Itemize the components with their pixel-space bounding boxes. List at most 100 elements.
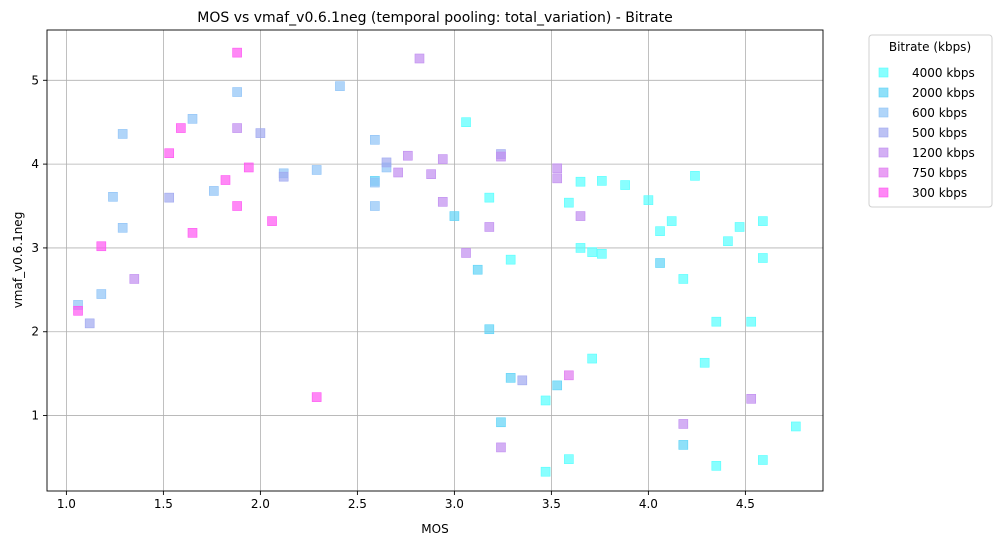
- data-point: [655, 258, 665, 268]
- x-tick-label: 4.5: [736, 497, 755, 511]
- data-point: [758, 455, 768, 465]
- data-point: [564, 197, 574, 208]
- legend-swatch: [878, 127, 889, 138]
- y-tick-label: 3: [31, 241, 39, 255]
- data-point: [643, 195, 654, 205]
- data-point: [220, 175, 231, 185]
- series-group: [564, 370, 574, 381]
- legend-label: 750 kbps: [912, 166, 967, 180]
- data-point: [678, 274, 689, 284]
- x-axis-ticks: 1.0 1.5 2.0 2.5 3.0 3.5 4.0 4.5: [57, 491, 755, 511]
- data-point: [164, 192, 175, 203]
- data-point: [381, 157, 392, 168]
- data-point: [414, 53, 425, 64]
- legend-label: 2000 kbps: [912, 86, 975, 100]
- data-point: [73, 305, 83, 316]
- legend-label: 600 kbps: [912, 106, 967, 120]
- legend-title: Bitrate (kbps): [889, 40, 971, 54]
- legend-swatch: [878, 167, 889, 178]
- data-point: [758, 216, 768, 226]
- data-point: [597, 248, 607, 259]
- y-tick-label: 2: [31, 325, 39, 339]
- data-point: [187, 228, 198, 238]
- data-point: [587, 353, 597, 364]
- data-point: [426, 169, 436, 179]
- x-axis-label: MOS: [421, 522, 448, 536]
- data-point: [575, 243, 586, 253]
- data-point: [243, 162, 254, 173]
- series-group: [73, 81, 392, 310]
- data-point: [746, 316, 757, 327]
- data-point: [711, 461, 722, 471]
- data-point: [232, 47, 242, 58]
- data-point: [666, 216, 677, 226]
- chart-title: MOS vs vmaf_v0.6.1neg (temporal pooling:…: [197, 10, 672, 26]
- data-point: [311, 165, 322, 175]
- data-point: [484, 222, 495, 232]
- legend-swatch: [878, 87, 889, 98]
- legend-swatch: [878, 187, 889, 198]
- x-tick-label: 3.0: [445, 497, 464, 511]
- data-point: [232, 201, 242, 211]
- series-group: [370, 176, 689, 450]
- legend-swatch: [878, 67, 889, 78]
- data-point: [176, 123, 186, 133]
- legend-label: 300 kbps: [912, 186, 967, 200]
- data-point: [690, 171, 700, 181]
- series-group: [461, 117, 801, 477]
- data-point: [540, 466, 551, 477]
- grid-lines: [47, 30, 823, 491]
- data-point: [517, 375, 528, 386]
- x-tick-label: 1.5: [154, 497, 173, 511]
- y-axis-ticks: 1 2 3 4 5: [31, 73, 47, 423]
- data-point: [564, 454, 574, 464]
- data-point: [108, 191, 118, 202]
- data-point: [278, 171, 289, 182]
- data-point: [403, 150, 413, 161]
- data-point: [449, 211, 460, 221]
- data-point: [117, 223, 128, 233]
- data-point: [461, 117, 471, 127]
- legend-frame: [868, 34, 993, 208]
- x-tick-label: 4.0: [639, 497, 658, 511]
- data-point: [370, 177, 380, 188]
- data-point: [311, 392, 322, 402]
- data-point: [620, 180, 630, 190]
- series-group: [129, 53, 757, 453]
- data-point: [187, 114, 198, 124]
- data-point: [552, 163, 563, 174]
- data-point: [84, 318, 95, 329]
- legend-label: 1200 kbps: [912, 146, 975, 160]
- data-point: [437, 197, 448, 207]
- data-point: [496, 417, 506, 428]
- legend: Bitrate (kbps) 4000 kbps 2000 kbps 600 kbp…: [868, 34, 993, 208]
- data-point: [129, 274, 140, 284]
- data-point: [232, 87, 242, 97]
- data-point: [370, 201, 380, 211]
- data-point: [597, 176, 607, 186]
- data-point: [711, 316, 722, 327]
- data-point: [117, 129, 128, 139]
- data-point: [370, 135, 380, 145]
- data-point: [723, 236, 733, 247]
- data-point: [505, 254, 516, 265]
- data-point: [540, 395, 551, 406]
- data-point: [267, 216, 277, 226]
- data-point: [232, 123, 242, 133]
- data-point: [552, 173, 563, 184]
- x-tick-label: 1.0: [57, 497, 76, 511]
- data-point: [335, 81, 345, 91]
- data-point: [655, 226, 665, 236]
- data-point: [699, 357, 710, 368]
- data-point: [484, 192, 495, 203]
- data-point: [587, 247, 597, 257]
- data-point: [734, 222, 745, 232]
- data-point: [575, 211, 586, 221]
- y-tick-label: 1: [31, 409, 39, 423]
- data-point: [164, 148, 175, 159]
- data-point: [575, 176, 586, 187]
- data-point: [472, 264, 483, 275]
- data-point: [96, 289, 107, 299]
- data-point: [461, 248, 471, 258]
